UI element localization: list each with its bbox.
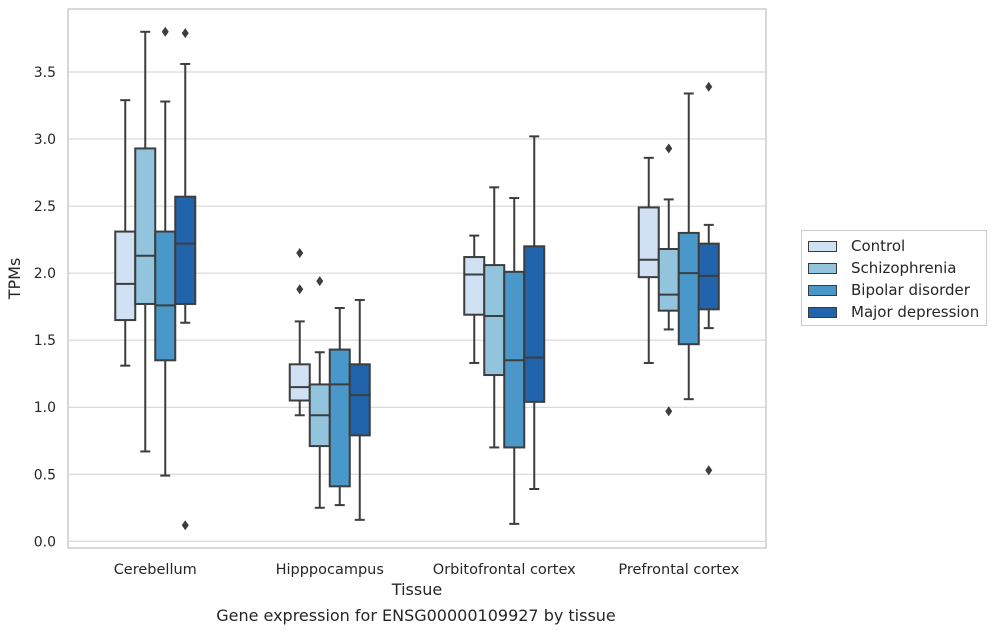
box (154, 230, 177, 362)
box (288, 363, 311, 402)
y-tick-label: 2.0 (34, 266, 56, 282)
plot-frame (67, 8, 767, 549)
box (657, 248, 680, 312)
box (174, 195, 197, 305)
legend-label-schizophrenia: Schizophrenia (851, 259, 957, 277)
y-tick-label: 2.5 (34, 199, 56, 215)
box (637, 206, 660, 279)
legend: Control Schizophrenia Bipolar disorder M… (801, 230, 987, 326)
legend-item-control: Control (808, 236, 905, 256)
outlier-point (161, 26, 169, 37)
x-axis-label: Tissue (391, 580, 442, 599)
outlier-point (296, 248, 304, 259)
outlier-point (316, 276, 324, 287)
figure-caption: Gene expression for ENSG00000109927 by t… (216, 606, 616, 625)
outlier-point (705, 81, 713, 92)
y-axis-label: TPMs (5, 258, 24, 301)
outlier-point (296, 284, 304, 295)
box (134, 147, 157, 305)
box (463, 256, 486, 316)
outlier-point (181, 28, 189, 39)
legend-swatch-major-depression (808, 306, 837, 318)
box (114, 230, 137, 322)
legend-item-schizophrenia: Schizophrenia (808, 258, 956, 278)
y-tick-label: 3.0 (34, 132, 56, 148)
legend-swatch-bipolar-disorder (808, 284, 837, 296)
legend-item-bipolar-disorder: Bipolar disorder (808, 280, 970, 300)
x-tick-label: Cerebellum (114, 562, 197, 578)
box (523, 245, 546, 403)
legend-swatch-control (808, 240, 837, 252)
box (348, 363, 371, 437)
x-tick-label: Prefrontal cortex (618, 562, 739, 578)
outlier-point (665, 406, 673, 417)
y-tick-label: 0.0 (34, 534, 56, 550)
x-tick-label: Orbitofrontal cortex (433, 562, 576, 578)
y-tick-label: 0.5 (34, 467, 56, 483)
y-tick-label: 1.5 (34, 333, 56, 349)
x-tick-label: Hipppocampus (276, 562, 384, 578)
box (677, 231, 700, 346)
box (328, 348, 351, 488)
legend-label-control: Control (851, 237, 906, 255)
box (483, 264, 506, 377)
legend-label-bipolar-disorder: Bipolar disorder (851, 281, 970, 299)
outlier-point (665, 143, 673, 154)
legend-swatch-schizophrenia (808, 262, 837, 274)
y-tick-label: 3.5 (34, 65, 56, 81)
y-tick-label: 1.0 (34, 400, 56, 416)
outlier-point (181, 520, 189, 531)
outlier-point (705, 465, 713, 476)
legend-label-major-depression: Major depression (851, 303, 980, 321)
legend-item-major-depression: Major depression (808, 302, 979, 322)
